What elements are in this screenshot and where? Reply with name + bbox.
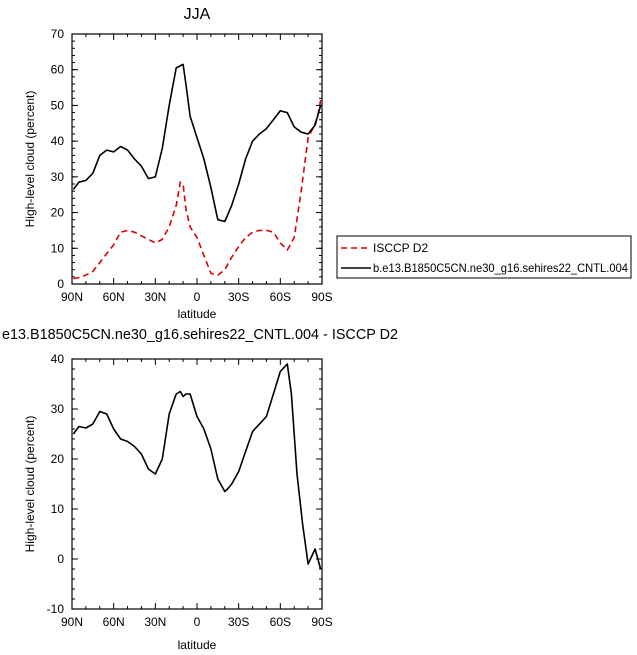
legend-label-model: b.e13.B1850C5CN.ne30_g16.sehires22_CNTL.… (373, 261, 628, 275)
x-tick-label: 30N (144, 290, 166, 304)
x-tick-label: 90N (61, 615, 83, 629)
chart-bottom-title: e13.B1850C5CN.ne30_g16.sehires22_CNTL.00… (2, 326, 398, 343)
y-tick-label: 70 (51, 27, 65, 41)
series-line-bottom-0 (72, 363, 322, 570)
chart-bottom: e13.B1850C5CN.ne30_g16.sehires22_CNTL.00… (2, 326, 398, 652)
x-tick-label: 0 (194, 615, 201, 629)
x-tick-label: 60S (270, 290, 291, 304)
y-tick-label: 0 (57, 277, 64, 291)
x-tick-label: 30S (228, 615, 249, 629)
x-tick-label: 90N (61, 290, 83, 304)
x-tick-label: 30S (228, 290, 249, 304)
legend: ISCCP D2 b.e13.B1850C5CN.ne30_g16.sehire… (336, 235, 632, 279)
y-tick-label: 30 (51, 402, 65, 416)
y-tick-label: 30 (51, 170, 65, 184)
x-tick-label: 60S (270, 615, 291, 629)
y-tick-label: 0 (57, 552, 64, 566)
series-line-top-1 (72, 63, 322, 223)
x-tick-label: 90S (311, 290, 332, 304)
chart-bottom-ylabel: High-level cloud (percent) (23, 416, 37, 553)
chart-top-ylabel: High-level cloud (percent) (23, 91, 37, 228)
legend-frame (336, 235, 632, 279)
y-tick-label: 60 (51, 63, 65, 77)
y-tick-label: 20 (51, 452, 65, 466)
x-tick-label: 0 (194, 290, 201, 304)
chart-bottom-plot-frame (71, 358, 323, 610)
y-tick-label: -10 (47, 602, 65, 616)
chart-top: JJA High-level cloud (percent) latitude … (23, 6, 632, 321)
y-tick-label: 10 (51, 502, 65, 516)
series-line-top-0 (73, 99, 322, 280)
x-tick-label: 30N (144, 615, 166, 629)
y-tick-label: 50 (51, 98, 65, 112)
chart-top-xlabel: latitude (178, 307, 217, 321)
x-tick-label: 60N (103, 615, 125, 629)
chart-bottom-xlabel: latitude (178, 638, 217, 652)
legend-label-isccp: ISCCP D2 (373, 241, 428, 255)
y-tick-label: 40 (51, 134, 65, 148)
x-tick-label: 60N (103, 290, 125, 304)
y-tick-label: 10 (51, 241, 65, 255)
chart-top-title: JJA (184, 6, 211, 23)
y-tick-label: 40 (51, 352, 65, 366)
y-tick-label: 20 (51, 206, 65, 220)
x-tick-label: 90S (311, 615, 332, 629)
